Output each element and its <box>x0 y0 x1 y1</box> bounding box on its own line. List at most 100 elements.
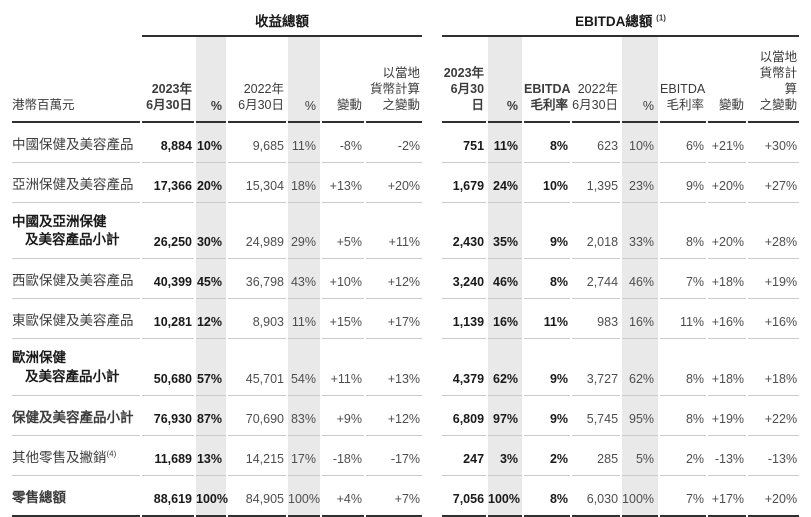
ebitda-2022-value: 3,727 <box>572 339 621 396</box>
ebitda-pct1-value: 11% <box>488 123 523 163</box>
table-row: 中國保健及美容產品 8,884 10% 9,685 11% -8% -2% 75… <box>12 123 800 163</box>
ebitda-2023-value: 1,679 <box>442 163 487 203</box>
rev-2022-value: 45,701 <box>228 339 286 396</box>
ebitda-margin-2022-value: 11% <box>660 299 707 340</box>
ebitda-pct1-value: 100% <box>488 475 523 517</box>
ebitda-margin-2023-value: 8% <box>524 259 571 300</box>
rev-2023-value: 10,281 <box>142 299 194 340</box>
row-label: 零售總額 <box>12 476 140 517</box>
rev-pct2-value: 11% <box>288 299 320 340</box>
table-row: 歐洲保健 及美容產品小計 50,680 57% 45,701 54% +11% +… <box>12 339 800 396</box>
rev-local-change-value: +11% <box>366 203 423 260</box>
ebitda-pct2-value: 46% <box>622 259 659 300</box>
ebitda-margin-2023-value: 10% <box>524 163 571 203</box>
rev-2022-value: 84,905 <box>228 476 286 517</box>
row-label: 其他零售及撇銷(4) <box>12 436 140 476</box>
table-row-total: 零售總額 88,619 100% 84,905 100% +4% +7% 7,0… <box>12 475 800 517</box>
ebitda-change-header: 變動 <box>708 37 747 123</box>
rev-2023-value: 50,680 <box>142 339 194 396</box>
rev-change-value: -8% <box>322 123 364 163</box>
ebitda-2022-value: 2,744 <box>572 259 621 300</box>
ebitda-local-change-value: +28% <box>748 203 800 260</box>
ebitda-change-value: +19% <box>708 396 747 436</box>
ebitda-pct2-value: 33% <box>622 203 659 260</box>
ebitda-section-title: EBITDA總額 (1) <box>442 6 800 37</box>
unit-label: 港幣百萬元 <box>12 37 140 123</box>
section-gap <box>424 259 441 300</box>
ebitda-margin-2022-value: 7% <box>660 259 707 300</box>
rev-change-value: +10% <box>322 259 364 300</box>
rev-2022-value: 14,215 <box>228 436 286 476</box>
ebitda-2023-value: 7,056 <box>442 476 487 517</box>
ebitda-footnote-ref: (1) <box>656 13 666 23</box>
rev-pct1-value: 87% <box>196 395 226 436</box>
rev-local-change-value: +13% <box>366 339 423 396</box>
rev-pct2-value: 18% <box>288 163 320 203</box>
table-row: 其他零售及撇銷(4) 11,689 13% 14,215 17% -18% -1… <box>12 435 800 476</box>
row-label: 亞洲保健及美容產品 <box>12 163 140 203</box>
ebitda-margin-2023-value: 9% <box>524 339 571 396</box>
ebitda-change-value: +16% <box>708 299 747 340</box>
ebitda-local-change-value: +19% <box>748 259 800 300</box>
ebitda-pct1-value: 3% <box>488 435 523 476</box>
rev-change-value: -18% <box>322 436 364 476</box>
ebitda-pct1-value: 16% <box>488 299 523 340</box>
ebitda-change-value: +20% <box>708 163 747 203</box>
ebitda-margin-2022-value: 8% <box>660 339 707 396</box>
ebitda-change-value: -13% <box>708 436 747 476</box>
ebitda-change-value: +17% <box>708 476 747 517</box>
table-row: 亞洲保健及美容產品 17,366 20% 15,304 18% +13% +20… <box>12 163 800 203</box>
ebitda-2022-value: 1,395 <box>572 163 621 203</box>
rev-pct2-value: 43% <box>288 259 320 300</box>
rev-2023-value: 26,250 <box>142 203 194 260</box>
rev-change-value: +15% <box>322 299 364 340</box>
ebitda-2022-value: 2,018 <box>572 203 621 260</box>
ebitda-2023-value: 751 <box>442 123 487 163</box>
ebitda-margin-2023-value: 8% <box>524 123 571 163</box>
rev-pct2-value: 83% <box>288 395 320 436</box>
section-gap <box>424 475 441 517</box>
rev-pct1-value: 45% <box>196 259 226 300</box>
ebitda-2023-value: 247 <box>442 436 487 476</box>
rev-local-change-value: -2% <box>366 123 423 163</box>
rev-2022-value: 70,690 <box>228 396 286 436</box>
ebitda-2023-header: 2023年 6月30日 <box>442 37 487 123</box>
ebitda-change-value: +20% <box>708 203 747 260</box>
ebitda-margin-2022-value: 2% <box>660 436 707 476</box>
ebitda-margin-2022-value: 7% <box>660 476 707 517</box>
section-gap <box>424 123 441 163</box>
rev-2022-value: 9,685 <box>228 123 286 163</box>
rev-pct2-value: 17% <box>288 435 320 476</box>
ebitda-2022-value: 6,030 <box>572 476 621 517</box>
rev-pct1-value: 57% <box>196 339 226 396</box>
rev-local-change-header: 以當地 貨幣計算 之變動 <box>366 37 423 123</box>
ebitda-change-value: +18% <box>708 259 747 300</box>
ebitda-title-text: EBITDA總額 <box>575 14 653 29</box>
row-label: 中國保健及美容產品 <box>12 123 140 163</box>
ebitda-2023-value: 6,809 <box>442 396 487 436</box>
section-gap <box>424 6 441 37</box>
ebitda-change-value: +18% <box>708 339 747 396</box>
revenue-ebitda-table: 收益總額 EBITDA總額 (1) 港幣百萬元 2023年 6月30日 % 202… <box>10 6 801 517</box>
ebitda-local-change-value: -13% <box>748 436 800 476</box>
empty-cell <box>12 6 140 37</box>
rev-2023-value: 11,689 <box>142 436 194 476</box>
rev-2023-value: 8,884 <box>142 123 194 163</box>
ebitda-margin-2023-value: 11% <box>524 299 571 340</box>
rev-change-header: 變動 <box>322 37 364 123</box>
ebitda-2022-header: 2022年 6月30日 <box>572 37 621 123</box>
rev-pct1-value: 12% <box>196 299 226 340</box>
rev-pct1-header: % <box>196 37 226 123</box>
ebitda-pct2-value: 5% <box>622 435 659 476</box>
revenue-title-text: 收益總額 <box>255 14 310 29</box>
section-title-row: 收益總額 EBITDA總額 (1) <box>12 6 800 37</box>
section-gap <box>424 37 441 123</box>
rev-2022-value: 36,798 <box>228 259 286 300</box>
ebitda-margin-2022-value: 6% <box>660 123 707 163</box>
ebitda-margin-2023-value: 2% <box>524 436 571 476</box>
ebitda-pct2-value: 23% <box>622 163 659 203</box>
rev-pct2-header: % <box>288 37 320 123</box>
ebitda-local-change-header: 以當地 貨幣計算 之變動 <box>748 37 800 123</box>
ebitda-pct1-header: % <box>488 37 523 123</box>
ebitda-local-change-value: +22% <box>748 396 800 436</box>
